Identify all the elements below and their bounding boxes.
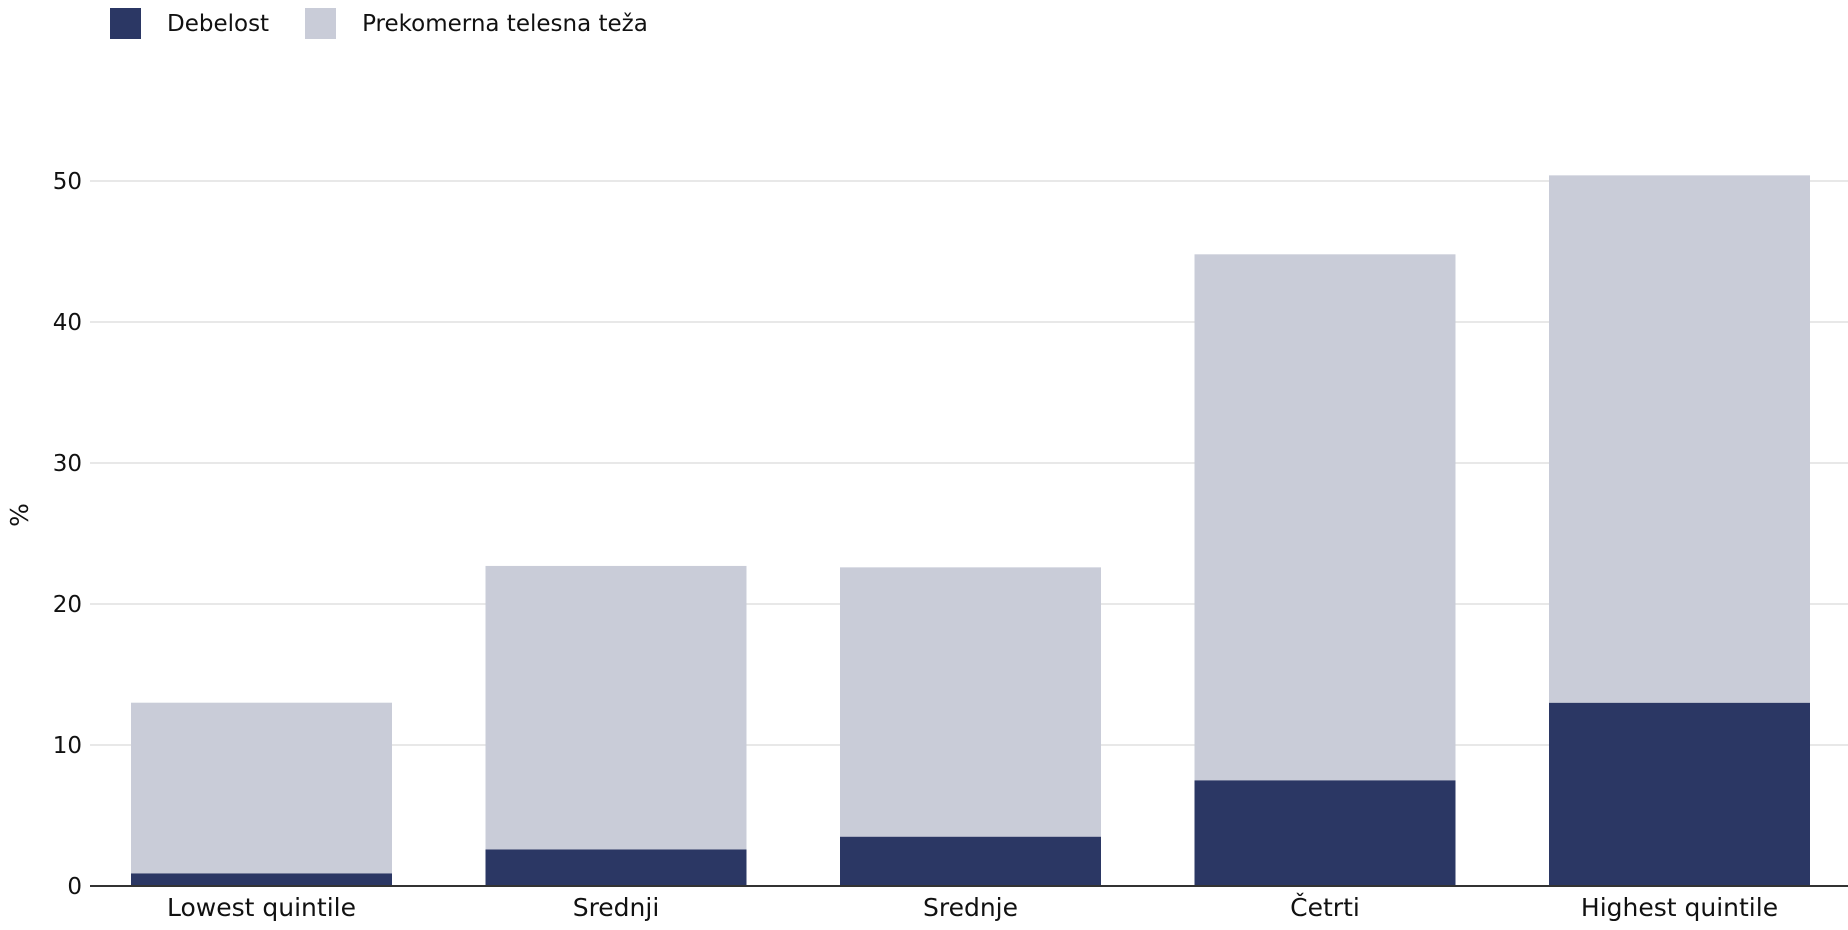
legend-label-prekomerna: Prekomerna telesna teža (362, 10, 648, 37)
x-category-label: Srednje (923, 893, 1018, 922)
y-tick-label: 20 (53, 592, 82, 618)
bar-segment-debelost[interactable] (1194, 780, 1456, 886)
legend-swatch-prekomerna (305, 8, 337, 39)
legend-label-debelost: Debelost (167, 10, 270, 37)
bar-segment-debelost[interactable] (1549, 702, 1810, 886)
legend-item-debelost[interactable]: Debelost (110, 8, 269, 39)
x-category-label: Srednji (573, 893, 660, 922)
y-tick-label: 50 (53, 169, 82, 195)
bars (131, 175, 1810, 886)
bar-segment-debelost[interactable] (131, 873, 392, 886)
y-axis-title: % (5, 503, 34, 527)
legend: Debelost Prekomerna telesna teža (110, 8, 684, 39)
y-tick-label: 30 (53, 451, 82, 477)
x-category-label: Lowest quintile (167, 893, 356, 922)
y-tick-label: 10 (53, 733, 82, 759)
legend-item-prekomerna[interactable]: Prekomerna telesna teža (305, 8, 648, 39)
x-category-label: Četrti (1290, 892, 1360, 922)
bar-segment-prekomerna[interactable] (131, 702, 392, 874)
x-category-label: Highest quintile (1581, 893, 1778, 922)
y-axis-ticks: 0 10 20 30 40 50 (53, 169, 82, 900)
bar-segment-debelost[interactable] (485, 849, 747, 886)
bar-segment-prekomerna[interactable] (840, 567, 1101, 837)
bar-segment-prekomerna[interactable] (1194, 254, 1456, 781)
y-tick-label: 40 (53, 310, 82, 336)
bar-segment-prekomerna[interactable] (485, 565, 747, 850)
bar-segment-debelost[interactable] (840, 836, 1101, 886)
bar-segment-prekomerna[interactable] (1549, 175, 1810, 703)
y-tick-label: 0 (67, 874, 82, 900)
x-axis-categories: Lowest quintile Srednji Srednje Četrti Highe… (167, 892, 1778, 922)
legend-swatch-debelost (110, 8, 141, 39)
